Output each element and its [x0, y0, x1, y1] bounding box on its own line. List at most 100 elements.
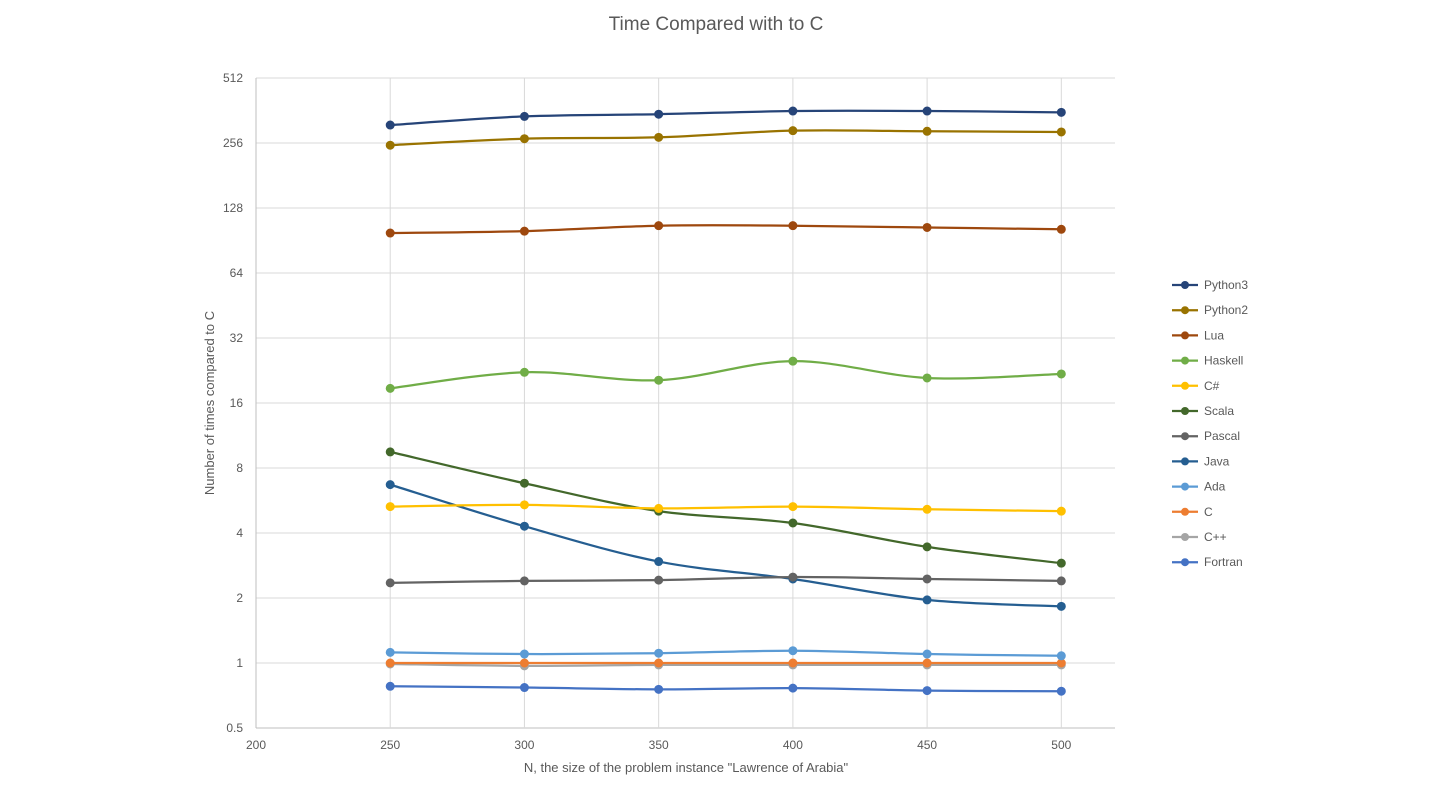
data-point-pascal — [385, 578, 395, 588]
legend-marker — [1181, 306, 1189, 315]
y-tick-label: 4 — [236, 526, 243, 540]
data-point-haskell — [922, 373, 932, 383]
data-point-python2 — [1056, 127, 1066, 137]
legend-label: C# — [1204, 379, 1220, 393]
data-point-csharp — [922, 504, 932, 514]
data-point-c — [385, 658, 395, 668]
series-c — [385, 658, 1066, 668]
series-line-cplusplus — [390, 662, 1062, 668]
data-point-java — [1056, 601, 1066, 611]
data-point-lua — [922, 222, 932, 232]
series-fortran — [385, 681, 1066, 696]
x-tick-label: 250 — [380, 738, 400, 752]
legend-item-ada: Ada — [1172, 480, 1226, 494]
x-tick-label: 200 — [246, 738, 266, 752]
series-cplusplus — [385, 659, 1066, 671]
chart-title: Time Compared with to C — [609, 14, 824, 35]
data-point-java — [385, 480, 395, 490]
y-axis-title: Number of times compared to C — [202, 311, 217, 495]
series-python3 — [385, 106, 1066, 130]
data-point-haskell — [1056, 369, 1066, 379]
data-point-ada — [922, 649, 932, 659]
series-line-lua — [390, 224, 1062, 235]
y-tick-label: 128 — [223, 201, 243, 215]
series-ada — [385, 646, 1066, 661]
data-point-haskell — [788, 356, 798, 366]
y-tick-label: 256 — [223, 136, 243, 150]
x-tick-label: 300 — [514, 738, 534, 752]
series-csharp — [385, 500, 1066, 516]
legend-label: Scala — [1204, 404, 1234, 418]
data-point-scala — [385, 447, 395, 457]
legend-item-cplusplus: C++ — [1172, 530, 1227, 544]
data-point-fortran — [788, 683, 798, 693]
data-point-lua — [519, 226, 529, 236]
data-point-python3 — [788, 106, 798, 116]
legend-label: Haskell — [1204, 354, 1243, 368]
data-point-lua — [385, 228, 395, 238]
data-point-python2 — [519, 134, 529, 144]
data-point-c — [519, 658, 529, 668]
y-tick-label: 1 — [236, 656, 243, 670]
legend-marker — [1181, 533, 1189, 541]
legend-item-lua: Lua — [1172, 328, 1224, 342]
data-point-csharp — [385, 502, 395, 512]
data-point-java — [519, 521, 529, 531]
y-tick-label: 32 — [230, 331, 244, 345]
data-point-fortran — [654, 684, 664, 694]
series-lines — [385, 106, 1066, 696]
series-line-fortran — [390, 685, 1062, 693]
data-point-scala — [519, 478, 529, 488]
y-tick-label: 512 — [223, 71, 243, 85]
data-point-pascal — [654, 575, 664, 585]
data-point-ada — [519, 649, 529, 659]
legend-marker — [1181, 482, 1189, 491]
legend-item-csharp: C# — [1172, 379, 1220, 393]
data-point-python2 — [385, 140, 395, 150]
data-point-python2 — [788, 126, 798, 136]
data-point-scala — [788, 518, 798, 528]
data-point-python3 — [922, 106, 932, 116]
series-line-python3 — [390, 109, 1062, 127]
series-line-ada — [390, 649, 1062, 657]
data-point-scala — [922, 542, 932, 552]
legend-item-fortran: Fortran — [1172, 555, 1243, 569]
y-tick-label: 8 — [236, 461, 243, 475]
data-point-lua — [788, 221, 798, 231]
y-tick-label: 2 — [236, 591, 243, 605]
legend-label: Ada — [1204, 480, 1226, 494]
legend-item-pascal: Pascal — [1172, 429, 1240, 443]
x-tick-label: 450 — [917, 738, 937, 752]
legend-label: Pascal — [1204, 429, 1240, 443]
y-tick-label: 16 — [230, 396, 244, 410]
data-point-haskell — [654, 375, 664, 385]
x-axis-title: N, the size of the problem instance "Law… — [524, 760, 849, 775]
legend-marker — [1181, 281, 1189, 289]
data-point-ada — [788, 646, 798, 656]
legend-item-python2: Python2 — [1172, 303, 1248, 317]
legend-item-java: Java — [1172, 454, 1230, 468]
legend-marker — [1181, 331, 1189, 340]
legend-item-haskell: Haskell — [1172, 354, 1243, 368]
legend-item-python3: Python3 — [1172, 278, 1248, 292]
series-lua — [385, 221, 1066, 238]
series-java — [385, 480, 1066, 611]
data-point-pascal — [788, 572, 798, 582]
legend-marker — [1181, 457, 1189, 466]
legend-marker — [1181, 507, 1189, 516]
legend-label: Java — [1204, 454, 1230, 468]
data-point-fortran — [1056, 686, 1066, 696]
legend-marker — [1181, 432, 1189, 441]
legend-item-scala: Scala — [1172, 404, 1234, 418]
data-point-c — [788, 658, 798, 668]
series-scala — [385, 447, 1066, 568]
data-point-pascal — [1056, 576, 1066, 586]
data-point-fortran — [922, 686, 932, 696]
data-point-python2 — [654, 132, 664, 142]
series-python2 — [385, 126, 1066, 150]
data-point-csharp — [654, 503, 664, 513]
series-line-java — [389, 483, 1062, 608]
series-pascal — [385, 572, 1066, 588]
legend-marker — [1181, 407, 1189, 415]
